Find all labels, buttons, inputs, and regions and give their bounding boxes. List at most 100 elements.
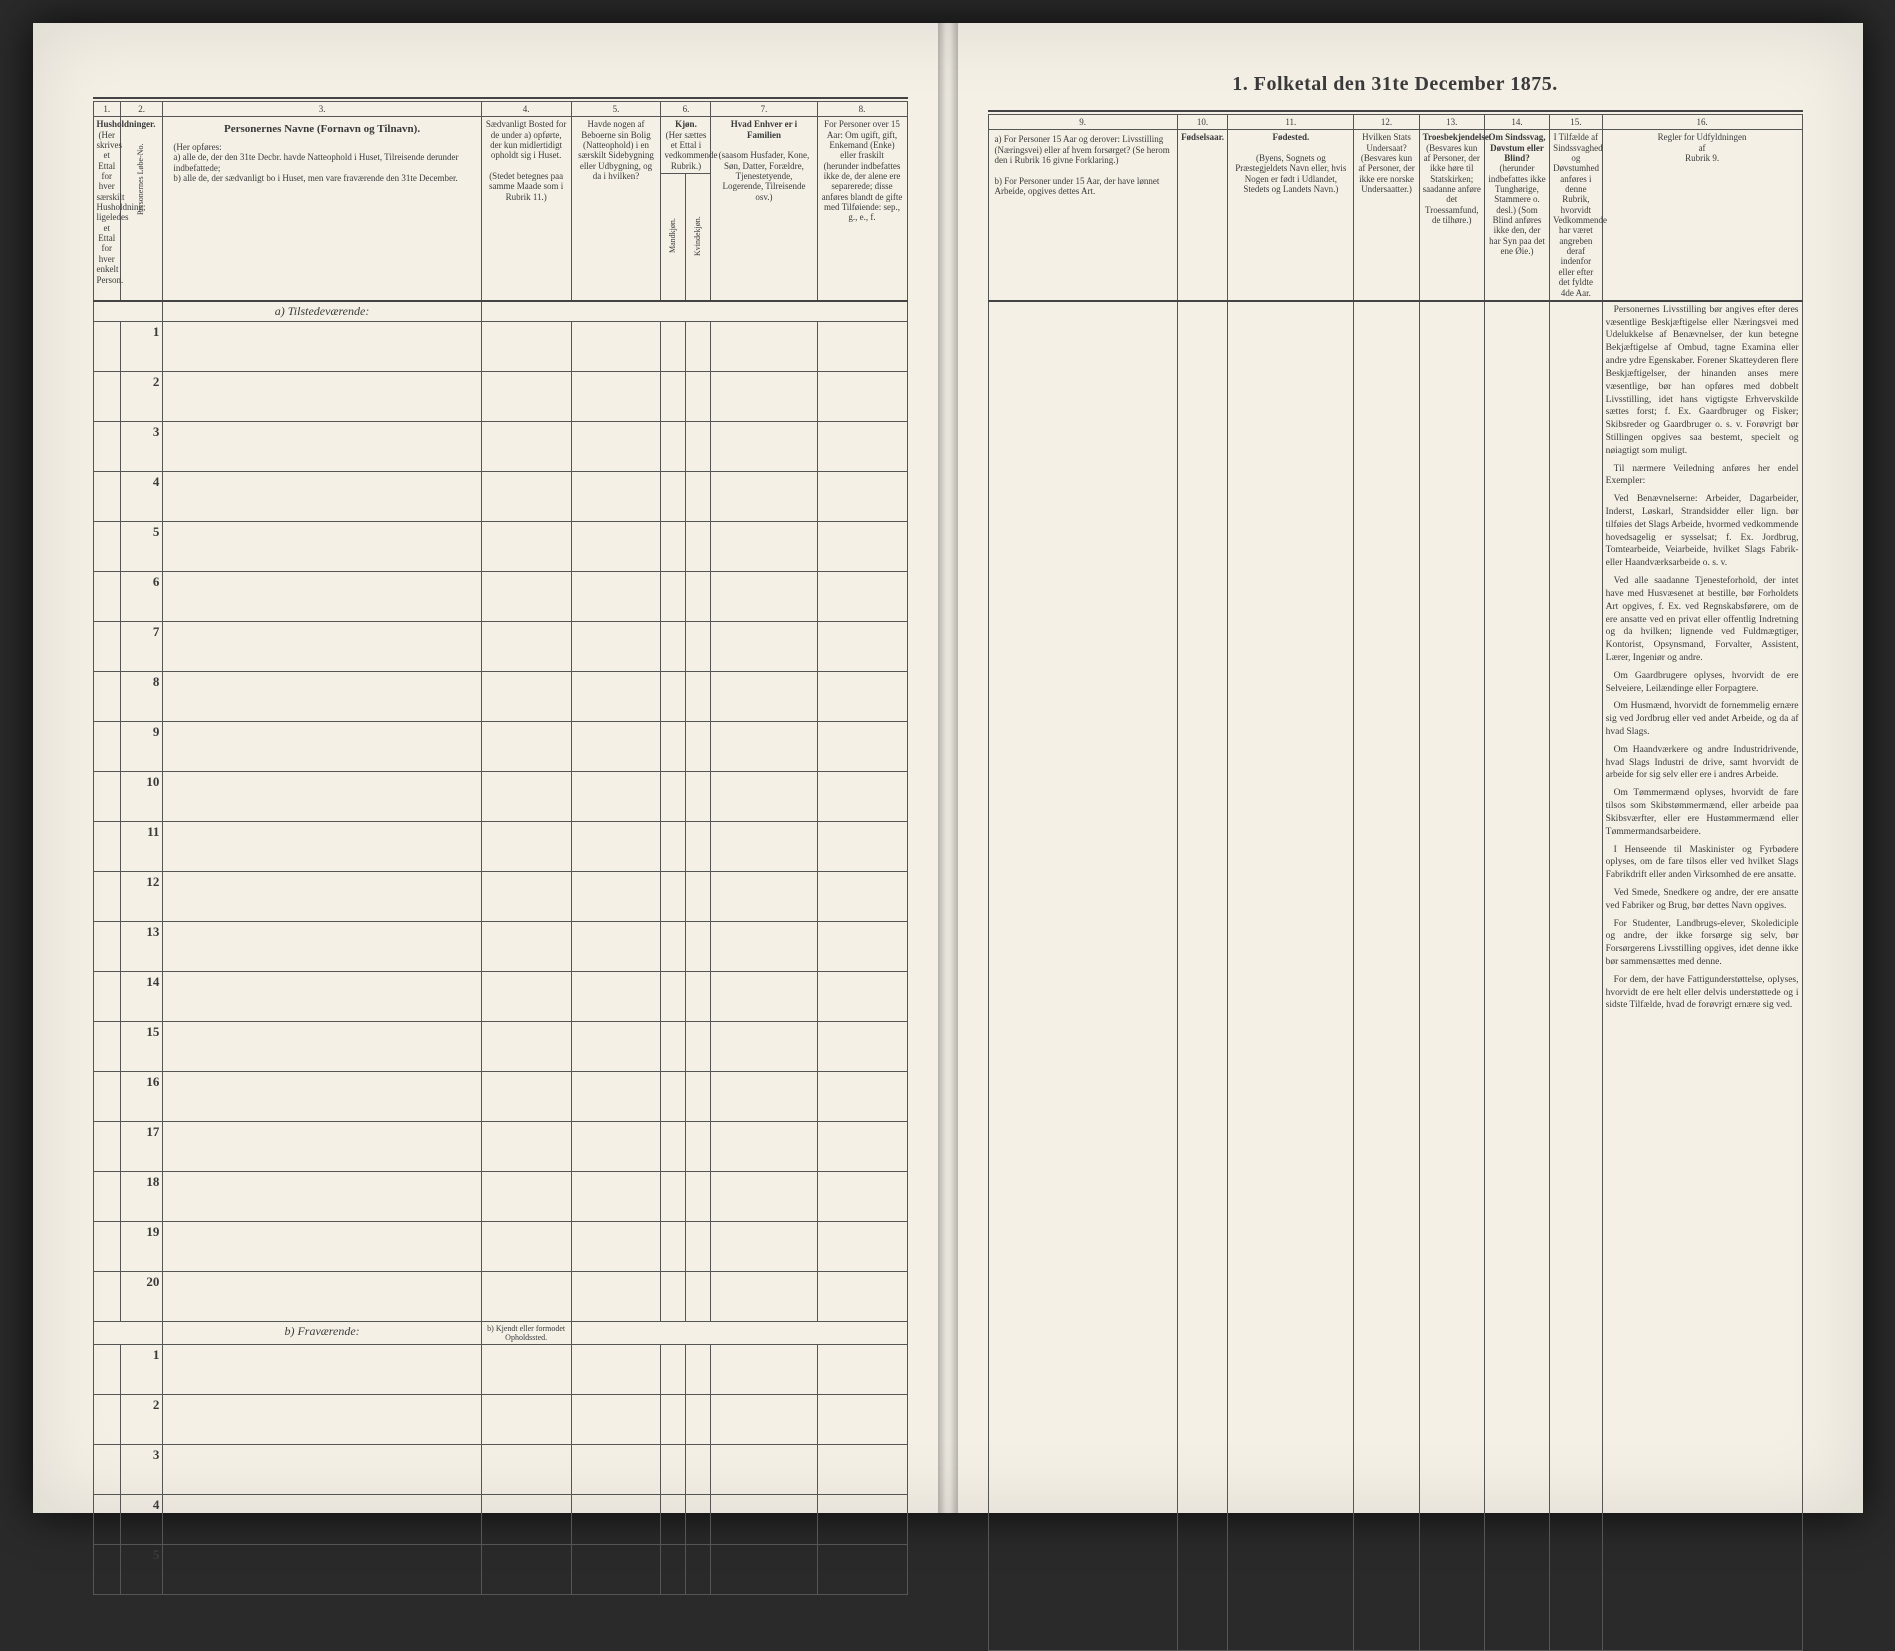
row-number: 3: [120, 1445, 162, 1495]
table-row: 19: [93, 1222, 907, 1272]
instructions-text: Personernes Livsstilling bør angives eft…: [1602, 301, 1802, 1651]
hdr-8: For Personer over 15 Aar: Om ugift, gift…: [817, 117, 907, 302]
row-number: 2: [120, 372, 162, 422]
hdr-9: a) For Personer 15 Aar og derover: Livss…: [988, 130, 1177, 301]
row-number: 5: [120, 522, 162, 572]
table-row: 17: [93, 1122, 907, 1172]
row-number: 12: [120, 872, 162, 922]
blank-column: [1354, 301, 1419, 1651]
blank-column: [1177, 301, 1227, 1651]
table-row: 9: [93, 722, 907, 772]
colnum-4: 4.: [481, 102, 571, 117]
row-number: 17: [120, 1122, 162, 1172]
row-number: 5: [120, 1545, 162, 1595]
row-number: 3: [120, 422, 162, 472]
left-page: 1. 2. 3. 4. 5. 6. 7. 8. Husholdninger. (…: [33, 23, 948, 1513]
row-number: 18: [120, 1172, 162, 1222]
row-number: 16: [120, 1072, 162, 1122]
table-row: 3: [93, 1445, 907, 1495]
table-row: 4: [93, 472, 907, 522]
table-row: 7: [93, 622, 907, 672]
colnum-2: 2.: [120, 102, 162, 117]
table-row: 16: [93, 1072, 907, 1122]
colnum-11: 11.: [1228, 115, 1354, 130]
table-row: 10: [93, 772, 907, 822]
page-title: 1. Folketal den 31te December 1875.: [988, 73, 1803, 96]
hdr-10: Fødselsaar.: [1177, 130, 1227, 301]
colnum-13: 13.: [1419, 115, 1484, 130]
hdr-6a: Mandkjøn.: [661, 174, 686, 302]
row-number: 11: [120, 822, 162, 872]
blank-column: [1419, 301, 1484, 1651]
row-number: 10: [120, 772, 162, 822]
table-row: 5: [93, 1545, 907, 1595]
table-row: 1: [93, 322, 907, 372]
table-row: 18: [93, 1172, 907, 1222]
hdr-1: Husholdninger. (Her skrives et Ettal for…: [93, 117, 120, 302]
hdr-5: Havde nogen af Beboerne sin Bolig (Natte…: [571, 117, 661, 302]
table-row: 4: [93, 1495, 907, 1545]
census-ledger: 1. 2. 3. 4. 5. 6. 7. 8. Husholdninger. (…: [33, 23, 1863, 1513]
table-row: 14: [93, 972, 907, 1022]
hdr-3: Personernes Navne (Fornavn og Tilnavn). …: [163, 117, 481, 302]
table-row: 5: [93, 522, 907, 572]
row-number: 15: [120, 1022, 162, 1072]
table-row: 2: [93, 372, 907, 422]
colnum-16: 16.: [1602, 115, 1802, 130]
section-present: a) Tilstedeværende:: [163, 301, 481, 322]
book-spine: [938, 23, 958, 1513]
colnum-15: 15.: [1550, 115, 1603, 130]
colnum-5: 5.: [571, 102, 661, 117]
colnum-6: 6.: [661, 102, 711, 117]
table-row: 6: [93, 572, 907, 622]
row-number: 9: [120, 722, 162, 772]
absent-col4-note: b) Kjendt eller formodet Opholdssted.: [481, 1322, 571, 1345]
table-row: 11: [93, 822, 907, 872]
table-row: 1: [93, 1345, 907, 1395]
hdr-6b: Kvindekjøn.: [686, 174, 711, 302]
blank-column: [1228, 301, 1354, 1651]
row-number: 4: [120, 1495, 162, 1545]
row-number: 19: [120, 1222, 162, 1272]
row-number: 13: [120, 922, 162, 972]
colnum-14: 14.: [1484, 115, 1549, 130]
table-row: 2: [93, 1395, 907, 1445]
right-table: 9. 10. 11. 12. 13. 14. 15. 16. a) For Pe…: [988, 114, 1803, 1651]
hdr-11: Fødested. (Byens, Sognets og Præstegjeld…: [1228, 130, 1354, 301]
colnum-12: 12.: [1354, 115, 1419, 130]
row-number: 20: [120, 1272, 162, 1322]
colnum-3: 3.: [163, 102, 481, 117]
section-absent: b) Fraværende:: [163, 1322, 481, 1345]
table-row: 3: [93, 422, 907, 472]
blank-column: [1550, 301, 1603, 1651]
colnum-1: 1.: [93, 102, 120, 117]
hdr-16: Regler for Udfyldningen af Rubrik 9.: [1602, 130, 1802, 301]
row-number: 6: [120, 572, 162, 622]
colnum-9: 9.: [988, 115, 1177, 130]
colnum-8: 8.: [817, 102, 907, 117]
row-number: 8: [120, 672, 162, 722]
table-row: 20: [93, 1272, 907, 1322]
hdr-7: Hvad Enhver er i Familien (saasom Husfad…: [711, 117, 817, 302]
row-number: 4: [120, 472, 162, 522]
colnum-7: 7.: [711, 102, 817, 117]
hdr-6: Kjøn. (Her sættes et Ettal i vedkommende…: [661, 117, 711, 174]
blank-column: [988, 301, 1177, 1651]
row-number: 1: [120, 1345, 162, 1395]
left-table: 1. 2. 3. 4. 5. 6. 7. 8. Husholdninger. (…: [93, 101, 908, 1595]
hdr-12: Hvilken Stats Undersaat? (Besvares kun a…: [1354, 130, 1419, 301]
table-row: 13: [93, 922, 907, 972]
hdr-14: Om Sindssvag, Døvstum eller Blind? (heru…: [1484, 130, 1549, 301]
table-row: 12: [93, 872, 907, 922]
table-row: 8: [93, 672, 907, 722]
hdr-13: Troesbekjendelse. (Besvares kun af Perso…: [1419, 130, 1484, 301]
row-number: 7: [120, 622, 162, 672]
table-row: 15: [93, 1022, 907, 1072]
row-number: 1: [120, 322, 162, 372]
row-number: 2: [120, 1395, 162, 1445]
blank-column: [1484, 301, 1549, 1651]
hdr-15: I Tilfælde af Sindssvaghed og Døvstumhed…: [1550, 130, 1603, 301]
hdr-4: Sædvanligt Bosted for de under a) opført…: [481, 117, 571, 302]
right-page: 1. Folketal den 31te December 1875. 9. 1…: [948, 23, 1863, 1513]
colnum-10: 10.: [1177, 115, 1227, 130]
